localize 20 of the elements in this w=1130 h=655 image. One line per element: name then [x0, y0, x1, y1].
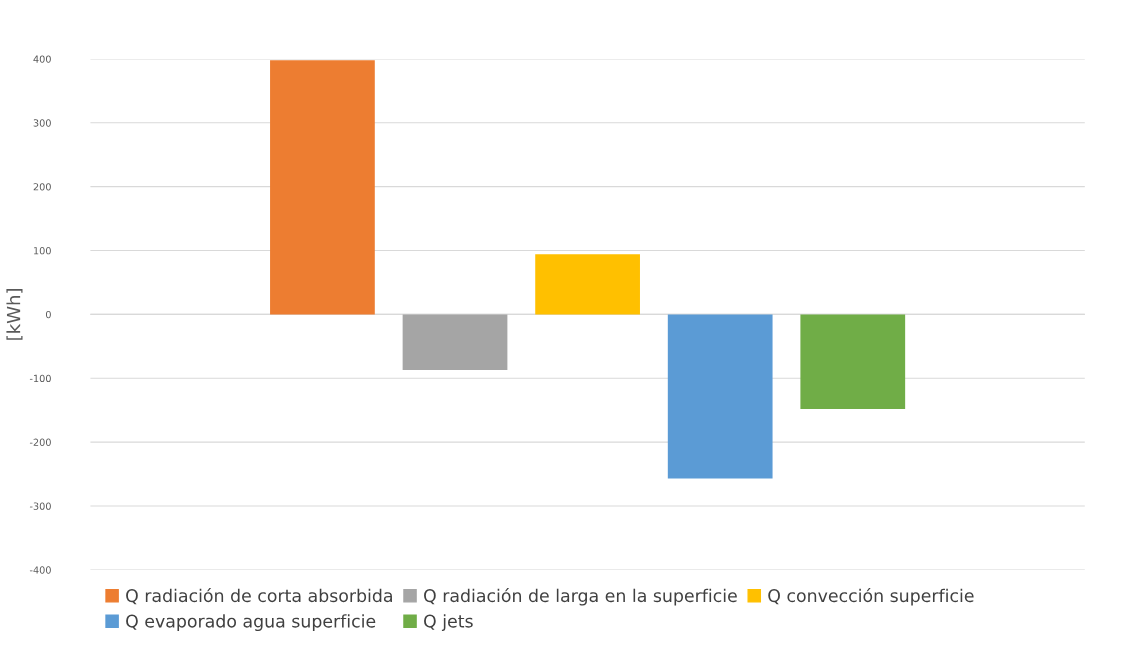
- bar: [402, 314, 508, 370]
- y-tick-label: -300: [29, 502, 51, 510]
- y-tick-label: -100: [29, 374, 51, 383]
- y-tick-label: 100: [34, 247, 51, 255]
- y-tick-label: -200: [29, 438, 51, 446]
- legend-label: Q radiación de corta absorbida: [126, 588, 392, 605]
- bar: [270, 60, 375, 315]
- bar: [535, 254, 640, 315]
- y-tick-label: 400: [33, 55, 51, 63]
- bar: [667, 314, 773, 479]
- y-tick-label: 300: [33, 119, 51, 127]
- legend-label: Q convección superficie: [768, 588, 974, 606]
- legend-label: Q jets: [424, 614, 473, 632]
- y-tick-label: -400: [29, 566, 51, 574]
- legend-label: Q radiación de larga en la superficie: [424, 588, 737, 606]
- bar: [800, 314, 906, 409]
- y-tick-label: 200: [33, 183, 51, 191]
- y-axis-title: [kWh]: [6, 289, 23, 340]
- legend-label: Q evaporado agua superficie: [126, 614, 376, 632]
- y-tick-label: 0: [45, 310, 51, 319]
